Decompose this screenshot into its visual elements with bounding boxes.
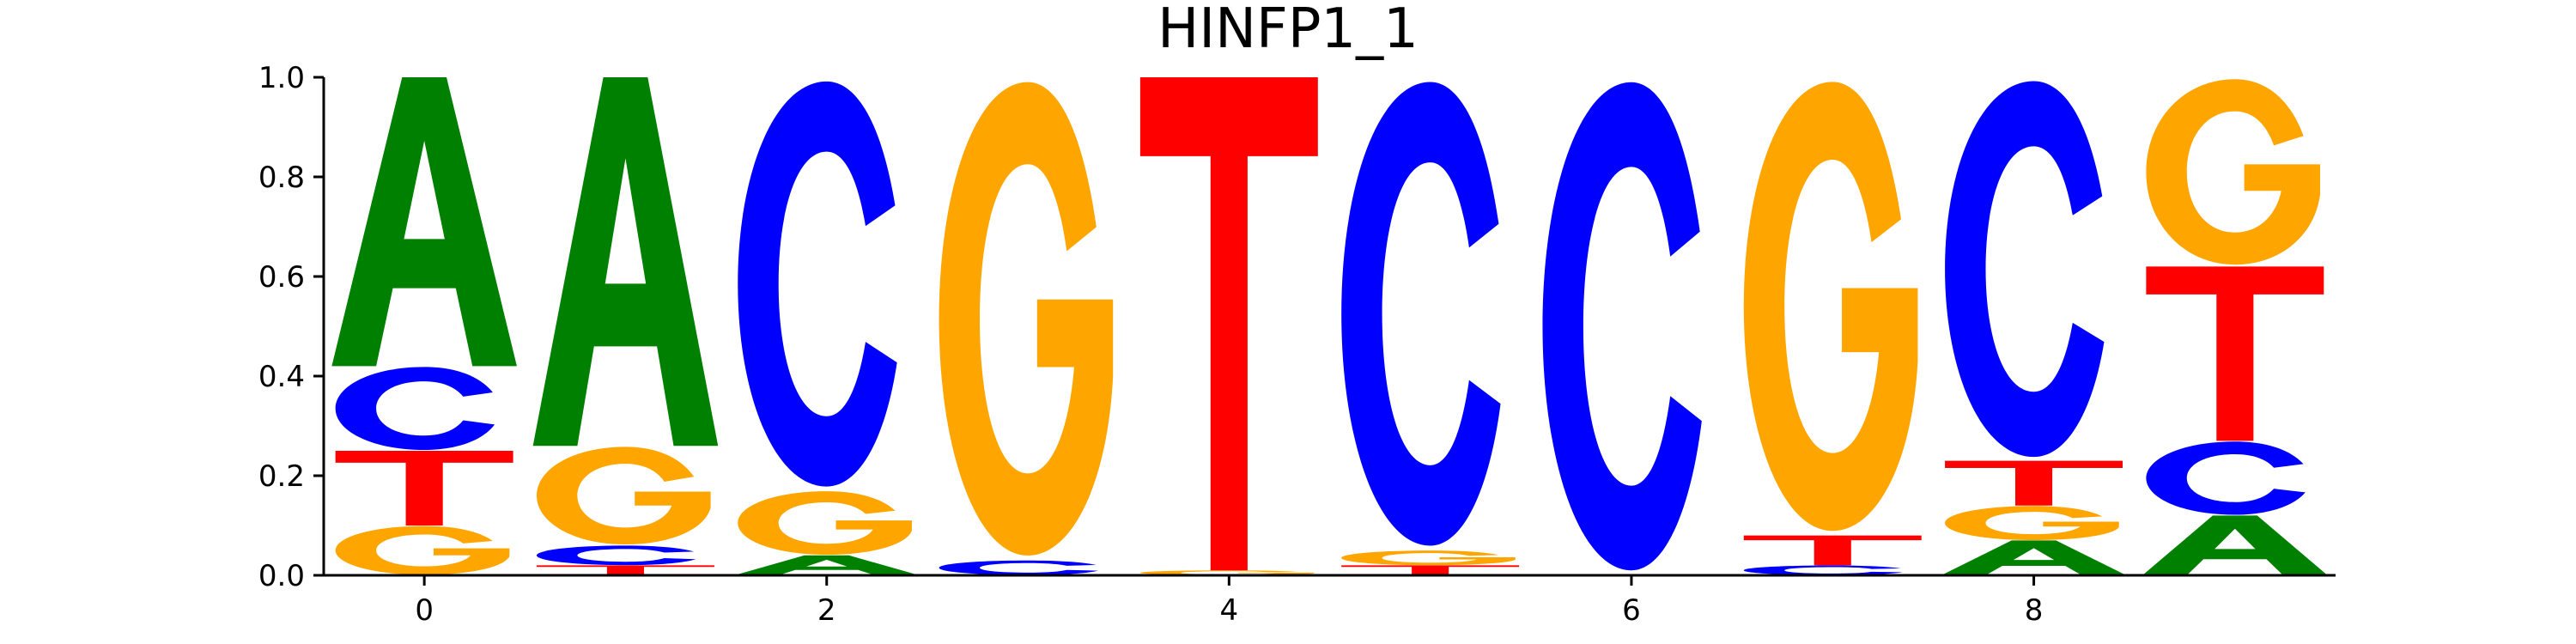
letter-c-pos-5 — [1341, 82, 1501, 546]
y-tick-label: 0.8 — [258, 161, 305, 195]
y-tick-label: 0.2 — [258, 459, 305, 494]
letter-a-pos-0 — [331, 77, 517, 367]
letter-g-pos-0 — [335, 526, 510, 575]
x-tick-label: 4 — [1220, 593, 1239, 628]
letter-c-pos-6 — [1542, 82, 1702, 571]
y-tick-label: 0.4 — [258, 360, 305, 394]
letter-stacks — [331, 77, 2328, 575]
letter-t-pos-8 — [1945, 460, 2123, 506]
x-tick-label: 2 — [817, 593, 836, 628]
letter-a-pos-2 — [733, 555, 920, 575]
y-tick-label: 0.6 — [258, 260, 305, 295]
letter-t-pos-1 — [536, 565, 714, 575]
letter-c-pos-3 — [939, 560, 1098, 575]
x-tick-label: 8 — [2025, 593, 2044, 628]
letter-g-pos-9 — [2146, 79, 2321, 265]
x-tick-label: 0 — [415, 593, 434, 628]
letter-g-pos-3 — [939, 82, 1114, 556]
letter-c-pos-9 — [2146, 441, 2306, 515]
letter-c-pos-1 — [536, 545, 696, 566]
letter-t-pos-5 — [1341, 565, 1520, 575]
letter-c-pos-7 — [1743, 565, 1904, 575]
chart-title: HINFP1_1 — [1157, 0, 1419, 61]
y-tick-label: 1.0 — [258, 61, 305, 95]
letter-t-pos-0 — [335, 451, 513, 526]
letter-t-pos-7 — [1743, 535, 1922, 566]
letter-c-pos-8 — [1945, 81, 2105, 458]
letter-g-pos-8 — [1945, 506, 2119, 540]
letter-g-pos-5 — [1341, 550, 1516, 566]
axes: 0.0 0.2 0.4 0.6 0.8 1.0 0 2 4 6 8 — [258, 61, 2336, 628]
letter-a-pos-1 — [532, 77, 719, 447]
letter-g-pos-1 — [536, 447, 711, 545]
letter-t-pos-9 — [2146, 266, 2324, 441]
letter-a-pos-9 — [2142, 515, 2328, 575]
letter-a-pos-8 — [1941, 540, 2127, 575]
letter-c-pos-2 — [738, 81, 897, 487]
y-tick-label: 0.0 — [258, 559, 305, 593]
letter-g-pos-7 — [1743, 82, 1918, 532]
letter-t-pos-4 — [1139, 77, 1318, 571]
x-tick-label: 6 — [1622, 593, 1641, 628]
letter-g-pos-2 — [738, 491, 912, 556]
letter-c-pos-0 — [335, 367, 495, 451]
